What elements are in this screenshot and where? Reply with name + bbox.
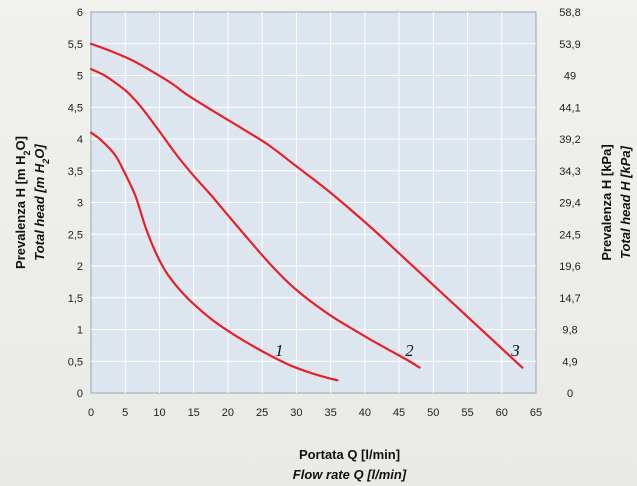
y-left-axis-subtitle: Total head [m H2O] — [32, 144, 51, 261]
y-right-tick-label: 58,8 — [559, 7, 580, 19]
x-tick-label: 0 — [88, 407, 94, 419]
y-right-tick-label: 9,8 — [562, 325, 577, 337]
series-curve-1 — [89, 131, 339, 382]
curve-label-3: 3 — [510, 341, 520, 360]
y-right-tick-label: 19,6 — [559, 261, 580, 273]
y-right-tick-label: 29,4 — [559, 198, 580, 210]
y-right-axis-subtitle: Total head H [kPa] — [618, 145, 633, 259]
y-right-tick-label: 39,2 — [559, 134, 580, 146]
y-right-axis-title: Prevalenza H [kPa] — [599, 144, 614, 260]
y-left-tick-label: 4 — [77, 134, 83, 146]
series-curve-2 — [89, 68, 421, 369]
y-left-tick-label: 3,5 — [68, 166, 83, 178]
x-tick-label: 65 — [530, 407, 542, 419]
curve-labels: 1 2 3 — [275, 341, 520, 360]
y-right-tick-label: 53,9 — [559, 39, 580, 51]
y-left-tick-label: 2 — [77, 261, 83, 273]
y-left-tick-label: 5 — [77, 71, 83, 83]
y-left-tick-label: 1 — [77, 325, 83, 337]
x-tick-label: 50 — [427, 407, 439, 419]
y-left-tick-label: 1,5 — [68, 293, 83, 305]
x-tick-label: 45 — [393, 407, 405, 419]
y-left-tick-label: 0,5 — [68, 356, 83, 368]
y-right-tick-label: 0 — [567, 388, 573, 400]
y-left-tick-label: 5,5 — [68, 39, 83, 51]
grid — [91, 12, 536, 393]
x-axis-title: Portata Q [l/min] — [299, 447, 400, 462]
y-right-tick-label: 34,3 — [559, 166, 580, 178]
x-tick-label: 35 — [324, 407, 336, 419]
y-right-tick-label: 14,7 — [559, 293, 580, 305]
curve-label-1: 1 — [275, 341, 284, 360]
y-right-tick-label: 4,9 — [562, 356, 577, 368]
x-tick-label: 5 — [122, 407, 128, 419]
y-left-tick-label: 2,5 — [68, 229, 83, 241]
curve-label-2: 2 — [405, 341, 414, 360]
y-left-tick-label: 3 — [77, 198, 83, 210]
x-tick-label: 40 — [359, 407, 371, 419]
y-left-axis-title: Prevalenza H [m H2O] — [13, 136, 32, 269]
y-left-tick-label: 4,5 — [68, 102, 83, 114]
y-right-tick-label: 49 — [564, 71, 576, 83]
x-tick-label: 55 — [461, 407, 473, 419]
x-tick-label: 10 — [153, 407, 165, 419]
x-tick-label: 20 — [222, 407, 234, 419]
y-right-tick-label: 24,5 — [559, 229, 580, 241]
y-left-tick-label: 0 — [77, 388, 83, 400]
x-tick-label: 25 — [256, 407, 268, 419]
x-tick-label: 30 — [290, 407, 302, 419]
y-right-tick-label: 44,1 — [559, 102, 580, 114]
series-layer — [89, 42, 524, 382]
axis-ticks: 0 00,5 4,91 9,81,5 14,72 19,62,5 24,53 29,43,5 3… — [68, 7, 581, 419]
x-axis-subtitle: Flow rate Q [l/min] — [293, 467, 407, 482]
y-left-tick-label: 6 — [77, 7, 83, 19]
series-curve-3 — [89, 42, 524, 369]
x-tick-label: 60 — [496, 407, 508, 419]
x-tick-label: 15 — [188, 407, 200, 419]
